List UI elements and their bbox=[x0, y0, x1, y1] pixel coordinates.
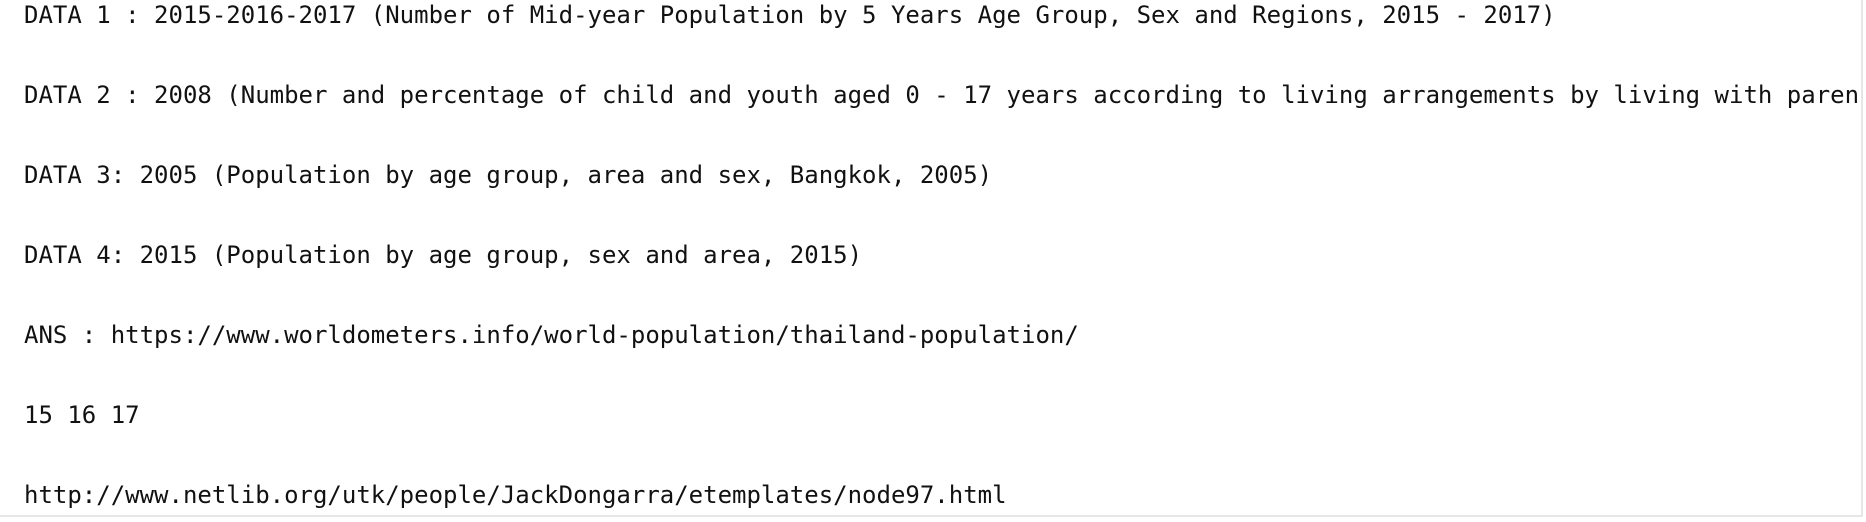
data-3-line: DATA 3: 2005 (Population by age group, a… bbox=[24, 161, 993, 189]
data-1-line: DATA 1 : 2015-2016-2017 (Number of Mid-y… bbox=[24, 1, 1556, 29]
data-4-line: DATA 4: 2015 (Population by age group, s… bbox=[24, 241, 863, 269]
netlib-url-line[interactable]: http://www.netlib.org/utk/people/JackDon… bbox=[24, 481, 1007, 509]
years-line: 15 16 17 bbox=[24, 401, 140, 429]
ans-url-line[interactable]: ANS : https://www.worldometers.info/worl… bbox=[24, 321, 1079, 349]
data-2-line: DATA 2 : 2008 (Number and percentage of … bbox=[24, 81, 1860, 109]
